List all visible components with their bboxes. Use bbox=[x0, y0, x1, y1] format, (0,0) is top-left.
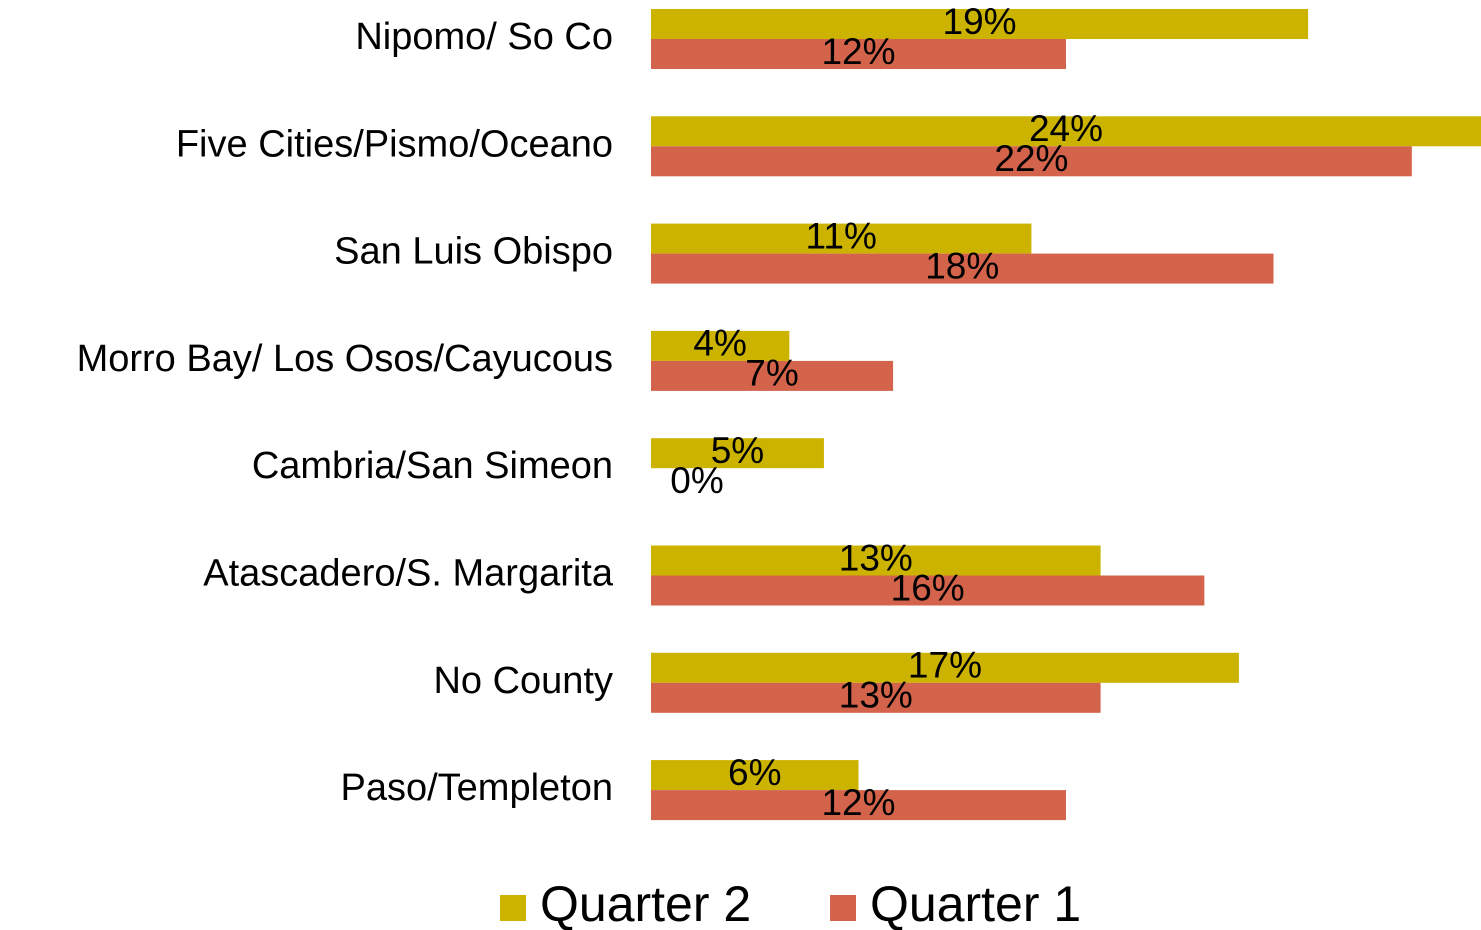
data-label: 4% bbox=[693, 323, 746, 364]
bar bbox=[651, 682, 1101, 713]
bar bbox=[651, 330, 790, 361]
bar bbox=[651, 760, 859, 791]
data-label: 7% bbox=[745, 353, 798, 394]
bar bbox=[651, 146, 1412, 177]
category-label: Atascadero/S. Margarita bbox=[203, 553, 614, 595]
bar bbox=[651, 253, 1274, 284]
data-label: 24% bbox=[1029, 108, 1103, 149]
bar bbox=[651, 39, 1066, 69]
legend-swatch bbox=[830, 895, 856, 921]
data-label: 19% bbox=[943, 1, 1017, 42]
data-label: 13% bbox=[839, 537, 913, 578]
category-label: Paso/Templeton bbox=[341, 767, 614, 809]
category-label: Cambria/San Simeon bbox=[252, 445, 613, 487]
data-label: 6% bbox=[728, 752, 781, 793]
category-label: Five Cities/Pismo/Oceano bbox=[176, 123, 613, 165]
data-label: 16% bbox=[891, 567, 965, 608]
bar bbox=[651, 575, 1205, 606]
bar bbox=[651, 545, 1101, 576]
legend-label: Quarter 2 bbox=[540, 876, 751, 930]
data-label: 22% bbox=[994, 138, 1068, 179]
bar bbox=[651, 9, 1309, 39]
bar bbox=[651, 790, 1066, 821]
legend-swatch bbox=[500, 895, 526, 921]
bar bbox=[651, 438, 824, 469]
category-label: San Luis Obispo bbox=[334, 231, 613, 273]
bar bbox=[651, 116, 1481, 147]
category-label: Morro Bay/ Los Osos/Cayucous bbox=[77, 338, 613, 380]
data-label: 18% bbox=[925, 245, 999, 286]
data-label: 17% bbox=[908, 645, 982, 686]
category-label: Nipomo/ So Co bbox=[355, 16, 613, 58]
data-label: 12% bbox=[821, 31, 895, 72]
bar bbox=[651, 360, 894, 391]
data-label: 11% bbox=[806, 215, 877, 256]
data-label: 12% bbox=[821, 782, 895, 823]
legend-label: Quarter 1 bbox=[870, 876, 1081, 930]
bar bbox=[651, 652, 1239, 683]
category-label: No County bbox=[433, 660, 613, 702]
data-label: 5% bbox=[711, 430, 764, 471]
bar bbox=[651, 223, 1032, 254]
data-label: 0% bbox=[670, 460, 723, 501]
data-label: 13% bbox=[839, 675, 913, 716]
